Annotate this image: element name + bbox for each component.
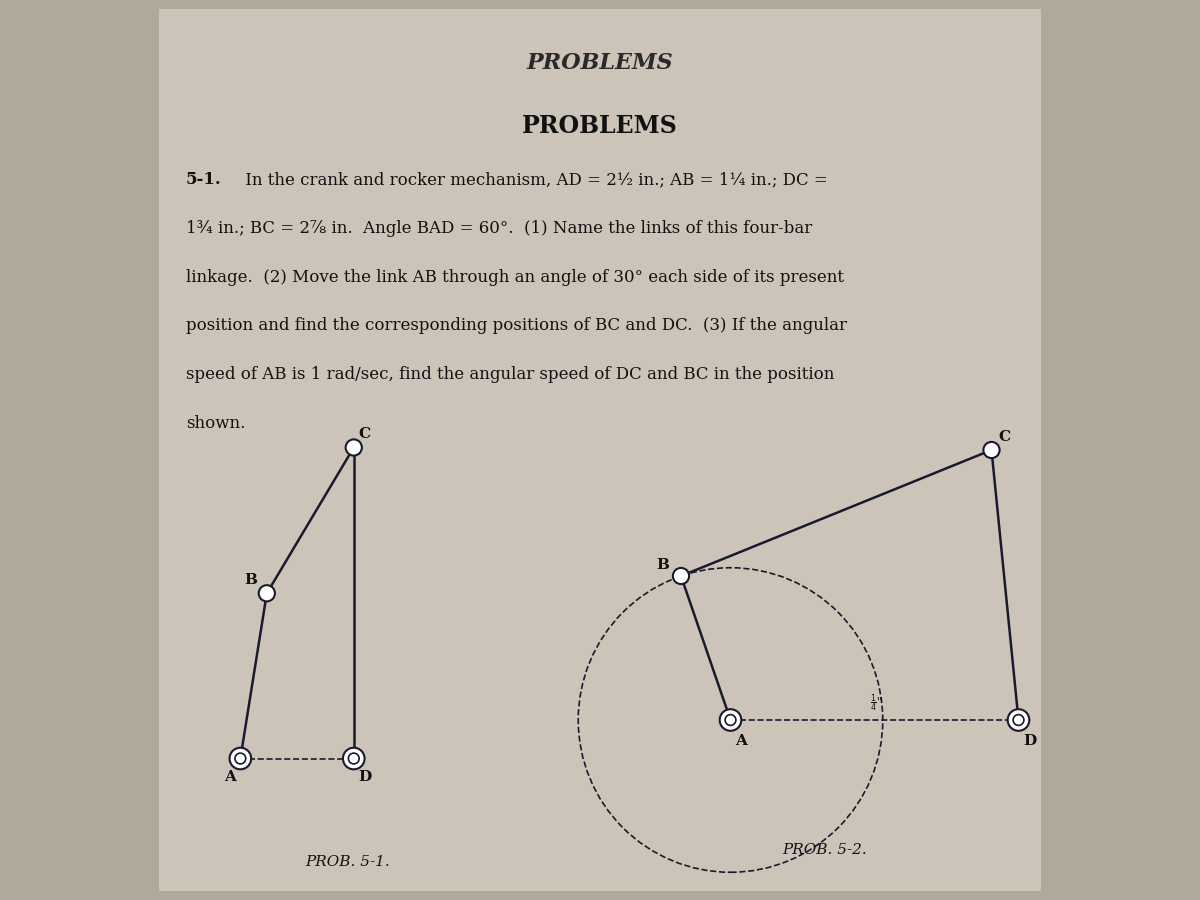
Text: B: B [245, 573, 257, 588]
Circle shape [343, 748, 365, 770]
Circle shape [229, 748, 251, 770]
Text: shown.: shown. [186, 415, 245, 431]
Circle shape [348, 753, 359, 764]
Text: B: B [655, 558, 668, 572]
Circle shape [1008, 709, 1030, 731]
Text: position and find the corresponding positions of BC and DC.  (3) If the angular: position and find the corresponding posi… [186, 318, 847, 334]
Text: In the crank and rocker mechanism, AD = 2½ in.; AB = 1¼ in.; DC =: In the crank and rocker mechanism, AD = … [240, 172, 828, 188]
Text: PROB. 5-1.: PROB. 5-1. [306, 854, 390, 868]
Text: D: D [359, 770, 372, 784]
Text: PROB. 5-2.: PROB. 5-2. [782, 842, 868, 857]
Circle shape [1013, 715, 1024, 725]
Circle shape [346, 439, 362, 455]
Text: linkage.  (2) Move the link AB through an angle of 30° each side of its present: linkage. (2) Move the link AB through an… [186, 269, 844, 285]
Circle shape [725, 715, 736, 725]
Text: PROBLEMS: PROBLEMS [527, 52, 673, 74]
Circle shape [673, 568, 689, 584]
Text: A: A [734, 734, 746, 748]
Text: A: A [224, 770, 236, 784]
Text: 5-1.: 5-1. [186, 172, 222, 188]
Text: $\frac{1}{4}$": $\frac{1}{4}$" [870, 693, 882, 714]
Text: C: C [998, 430, 1010, 444]
Text: PROBLEMS: PROBLEMS [522, 114, 678, 138]
Text: speed of AB is 1 rad/sec, find the angular speed of DC and BC in the position: speed of AB is 1 rad/sec, find the angul… [186, 366, 834, 382]
Text: C: C [359, 428, 371, 442]
Circle shape [235, 753, 246, 764]
Text: D: D [1022, 734, 1037, 748]
Circle shape [259, 585, 275, 601]
Circle shape [720, 709, 742, 731]
Circle shape [984, 442, 1000, 458]
Text: 1¾ in.; BC = 2⅞ in.  Angle BAD = 60°.  (1) Name the links of this four-bar: 1¾ in.; BC = 2⅞ in. Angle BAD = 60°. (1)… [186, 220, 812, 237]
